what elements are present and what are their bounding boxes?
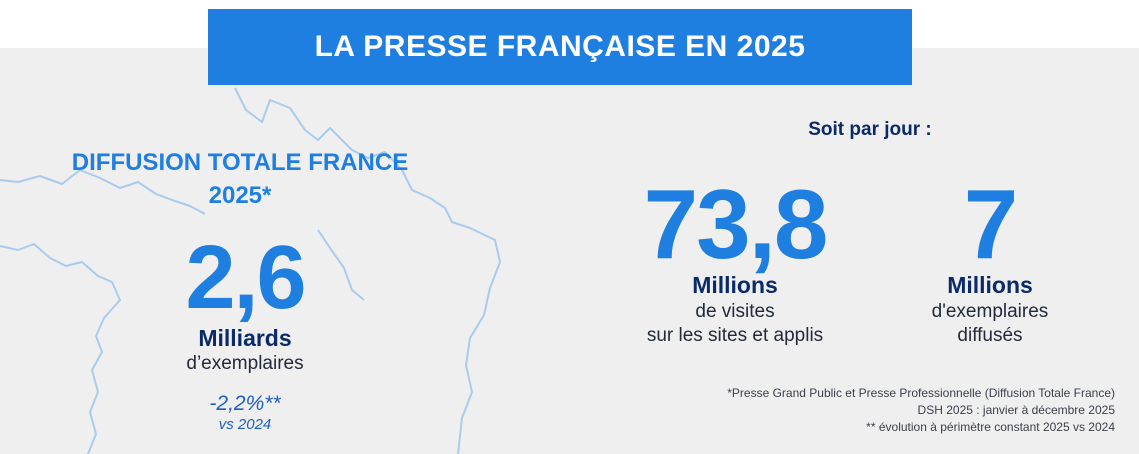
evolution-reference: vs 2024 — [218, 416, 272, 433]
diffusion-total-value: 2,6 — [185, 228, 306, 328]
footnote-1: *Presse Grand Public et Presse Professio… — [727, 386, 1115, 400]
page-title: LA PRESSE FRANÇAISE EN 2025 — [208, 9, 912, 85]
daily-visits-value: 73,8 — [643, 169, 829, 279]
footnote-2: DSH 2025 : janvier à décembre 2025 — [917, 403, 1115, 417]
daily-visits-unit: Millions — [692, 272, 778, 298]
diffusion-desc: d’exemplaires — [186, 353, 304, 374]
footnotes: *Presse Grand Public et Presse Professio… — [635, 385, 1115, 436]
diffusion-heading: DIFFUSION TOTALE FRANCE 2025* — [20, 146, 460, 212]
daily-visits-desc-line1: de visites — [695, 301, 775, 322]
diffusion-heading-line1: DIFFUSION TOTALE FRANCE — [71, 149, 409, 176]
diffusion-unit: Milliards — [198, 325, 292, 351]
daily-copies-unit: Millions — [947, 272, 1033, 298]
background-panel — [0, 48, 1139, 454]
diffusion-heading-line2: 2025* — [208, 182, 272, 209]
per-day-label: Soit par jour : — [808, 119, 932, 140]
footnote-3: ** évolution à périmètre constant 2025 v… — [866, 420, 1115, 434]
daily-copies-desc-line1: d'exemplaires — [931, 301, 1049, 322]
daily-copies-desc-line2: diffusés — [957, 325, 1023, 346]
evolution-block: -2,2%** vs 2024 — [145, 392, 345, 434]
daily-visits-desc-line2: sur les sites et applis — [646, 325, 824, 346]
evolution-value: -2,2%** — [209, 392, 281, 415]
daily-copies-value: 7 — [963, 169, 1019, 279]
